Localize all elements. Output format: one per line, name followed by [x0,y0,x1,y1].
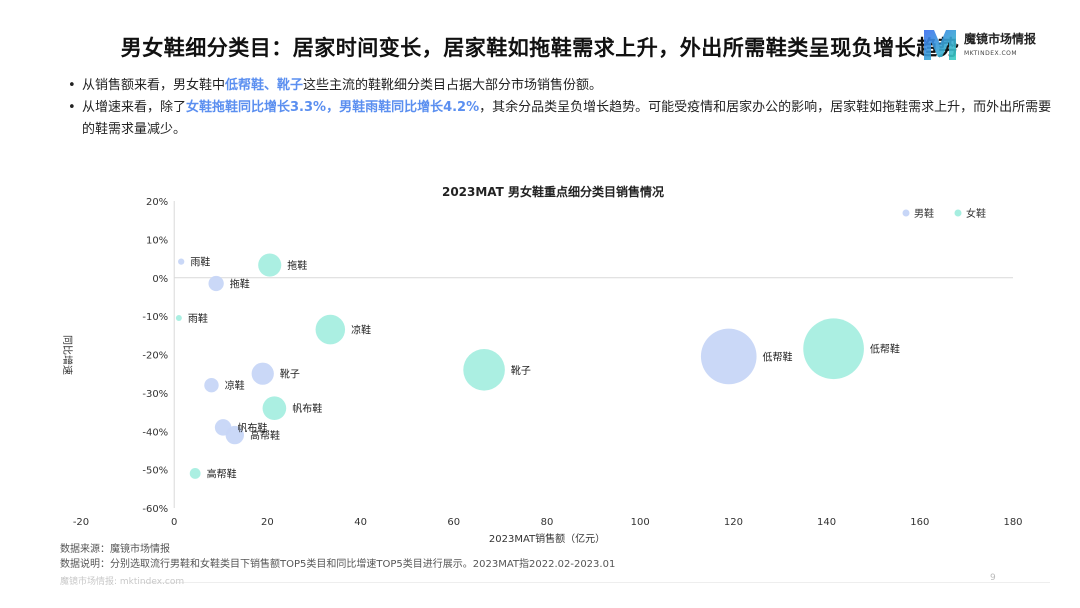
bubble-point [315,314,346,345]
y-axis-label: 同比增速 [61,335,74,375]
bubble-label: 凉鞋 [351,324,371,337]
x-tick-label: 160 [910,517,929,528]
x-tick-label: 80 [541,517,554,528]
x-axis-label: 2023MAT销售额（亿元） [489,532,605,545]
bullet-highlight: 女鞋拖鞋同比增长3.3%，男鞋雨鞋同比增长4.2% [186,100,480,115]
y-tick-label: -10% [142,312,168,323]
footer-divider [140,582,1050,583]
bullet-text: 这些主流的鞋靴细分类目占据大部分市场销售份额。 [303,78,603,93]
bullet-text: ，其余分品类呈负增长趋势。可能受疫情和居家办公的影响，居家鞋如拖鞋需求上升，而外… [82,100,1052,137]
x-tick-label: 60 [447,517,460,528]
y-tick-label: -60% [142,504,168,515]
page-title: 男女鞋细分类目：居家时间变长，居家鞋如拖鞋需求上升，外出所需鞋类呈现负增长趋势 [120,36,960,60]
page-number: 9 [990,573,996,583]
x-tick-label: 20 [261,517,274,528]
x-tick-label: 120 [724,517,743,528]
bullet-growth: 从增速来看，除了女鞋拖鞋同比增长3.3%，男鞋雨鞋同比增长4.2%，其余分品类呈… [68,97,1058,141]
bullet-text: 从销售额来看，男女鞋中 [82,78,226,93]
brand-url: MKTINDEX.COM [964,50,1018,57]
y-tick-label: -50% [142,466,168,477]
legend-label: 男鞋 [914,207,934,220]
summary-bullets: 从销售额来看，男女鞋中低帮鞋、靴子这些主流的鞋靴细分类目占据大部分市场销售份额。… [68,75,1058,141]
bubble-point [262,396,287,421]
y-tick-label: 10% [146,235,168,246]
bubble-point [208,275,224,292]
y-tick-label: -30% [142,389,168,400]
brand-name: 魔镜市场情报 [964,32,1037,46]
bubble-point [175,315,182,322]
data-description: 数据说明：分别选取流行男鞋和女鞋类目下销售额TOP5类目和同比增速TOP5类目进… [60,559,616,570]
brand-logo-icon [924,30,956,60]
x-tick-label: 140 [817,517,836,528]
bubble-point [803,318,864,380]
bubble-point [463,349,505,391]
bubble-point [251,362,274,385]
bubble-point [204,377,219,393]
bubble-label: 高帮鞋 [250,429,280,442]
bubble-label: 低帮鞋 [870,343,900,356]
bubble-point [189,468,201,479]
x-tick-label: -20 [73,517,89,528]
bubble-label: 拖鞋 [287,259,307,272]
y-tick-label: -20% [142,351,168,362]
brand-logo: 魔镜市场情报 MKTINDEX.COM [920,24,1050,68]
bubble-point [258,253,282,277]
y-tick-label: 0% [152,274,168,285]
bubble-label: 雨鞋 [188,312,208,325]
bubble-label: 靴子 [511,364,531,377]
chart-notes: 数据来源：魔镜市场情报 数据说明：分别选取流行男鞋和女鞋类目下销售额TOP5类目… [60,542,615,572]
bullet-sales: 从销售额来看，男女鞋中低帮鞋、靴子这些主流的鞋靴细分类目占据大部分市场销售份额。 [68,75,1058,97]
bullet-highlight: 低帮鞋、靴子 [225,78,304,93]
y-tick-label: -40% [142,427,168,438]
bubble-label: 凉鞋 [225,379,245,392]
bubble-label: 帆布鞋 [292,402,322,415]
legend-label: 女鞋 [966,207,986,220]
x-tick-label: 40 [354,517,367,528]
bubble-label: 高帮鞋 [207,467,237,480]
bubble-point [214,419,232,436]
bubble-label: 雨鞋 [190,256,210,269]
x-tick-label: 180 [1003,517,1022,528]
x-tick-label: 100 [631,517,650,528]
bubble-point [178,258,185,265]
data-source: 数据来源：魔镜市场情报 [60,544,170,555]
bubble-label: 低帮鞋 [763,350,793,363]
footer-watermark: 魔镜市场情报: mktindex.com [60,577,185,587]
bubble-label: 靴子 [280,368,300,381]
y-tick-label: 20% [146,197,168,208]
bubble-point [700,328,757,385]
x-tick-label: 0 [171,517,177,528]
bullet-text: 从增速来看，除了 [82,100,187,115]
bubble-label: 拖鞋 [230,278,250,291]
legend-marker [954,209,962,217]
chart-title: 2023MAT 男女鞋重点细分类目销售情况 [442,184,664,199]
legend-marker [902,209,910,217]
bubble-label: 帆布鞋 [237,421,267,434]
